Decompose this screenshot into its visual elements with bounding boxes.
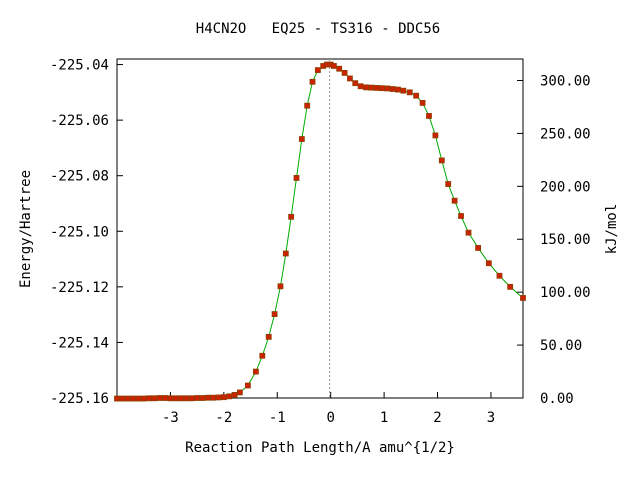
data-points bbox=[114, 61, 526, 402]
data-point bbox=[384, 85, 391, 92]
data-point bbox=[309, 78, 316, 85]
data-point bbox=[304, 102, 311, 109]
x-tick-label: 0 bbox=[326, 410, 334, 426]
data-point bbox=[363, 84, 369, 91]
data-point bbox=[199, 395, 206, 401]
y2-tick-label: 50.00 bbox=[540, 338, 582, 354]
y-tick-label: -225.04 bbox=[50, 58, 109, 74]
y-tick-label: -225.14 bbox=[50, 335, 109, 351]
y-tick-label: -225.12 bbox=[50, 280, 109, 296]
chart-title: H4CN2O EQ25 - TS316 - DDC56 bbox=[196, 21, 440, 37]
y-tick-label: -225.06 bbox=[50, 113, 109, 129]
y2-tick-label: 150.00 bbox=[540, 232, 591, 248]
y-tick-label: -225.16 bbox=[50, 391, 109, 407]
data-point bbox=[226, 393, 233, 400]
data-point bbox=[445, 181, 452, 187]
x-axis-label: Reaction Path Length/A amu^{1/2} bbox=[185, 440, 455, 456]
x-tick-label: -1 bbox=[269, 410, 286, 426]
y2-tick-label: 250.00 bbox=[540, 126, 591, 142]
data-point bbox=[451, 197, 458, 204]
data-point bbox=[178, 395, 185, 402]
data-point bbox=[119, 395, 126, 402]
data-point bbox=[135, 395, 142, 402]
data-point bbox=[379, 85, 385, 92]
data-point bbox=[130, 395, 136, 402]
data-point bbox=[252, 368, 259, 375]
x-tick-label: -3 bbox=[162, 410, 179, 426]
data-point bbox=[496, 272, 503, 279]
data-point bbox=[277, 283, 284, 290]
data-point bbox=[172, 395, 179, 402]
data-point bbox=[156, 395, 163, 401]
data-point bbox=[236, 389, 243, 396]
y2-tick-label: 200.00 bbox=[540, 179, 591, 195]
energy-curve-line bbox=[117, 64, 524, 400]
data-point bbox=[183, 395, 190, 402]
data-point bbox=[395, 86, 401, 93]
data-point bbox=[204, 394, 211, 401]
y-tick-label: -225.10 bbox=[50, 224, 109, 240]
data-point bbox=[485, 260, 492, 267]
x-tick-label: 2 bbox=[433, 410, 441, 426]
data-point bbox=[520, 295, 526, 301]
data-point bbox=[146, 395, 152, 402]
data-point bbox=[124, 395, 131, 402]
data-point bbox=[114, 395, 120, 402]
data-point bbox=[167, 395, 174, 402]
y2-tick-label: 100.00 bbox=[540, 285, 591, 301]
data-point bbox=[288, 213, 295, 220]
data-point bbox=[336, 65, 343, 72]
y2-tick-label: 300.00 bbox=[540, 73, 591, 89]
data-point bbox=[293, 175, 300, 181]
y-axis-label-right: kJ/mol bbox=[604, 204, 620, 255]
data-point bbox=[419, 100, 426, 106]
data-point bbox=[426, 113, 432, 119]
data-point bbox=[314, 67, 321, 74]
data-point bbox=[458, 213, 464, 219]
data-point bbox=[259, 352, 266, 359]
data-point bbox=[352, 80, 359, 87]
data-point bbox=[373, 85, 380, 91]
data-point bbox=[244, 382, 251, 389]
x-tick-label: -2 bbox=[215, 410, 232, 426]
data-point bbox=[210, 394, 217, 401]
data-point bbox=[215, 394, 222, 401]
data-point bbox=[400, 87, 407, 94]
data-point bbox=[220, 394, 227, 401]
data-point bbox=[282, 250, 289, 257]
y-axis-label-left: Energy/Hartree bbox=[18, 170, 34, 288]
data-point bbox=[389, 86, 396, 92]
data-point bbox=[298, 136, 305, 142]
data-point bbox=[406, 89, 413, 96]
data-point bbox=[438, 157, 445, 164]
data-point bbox=[475, 245, 482, 251]
data-point bbox=[151, 395, 158, 402]
data-point bbox=[140, 395, 147, 402]
data-point bbox=[188, 395, 195, 402]
data-point bbox=[162, 395, 168, 401]
data-point bbox=[507, 283, 514, 290]
data-point bbox=[432, 132, 439, 139]
data-point bbox=[341, 69, 348, 76]
data-point bbox=[231, 392, 238, 398]
plot-frame bbox=[116, 58, 524, 399]
data-point bbox=[271, 311, 278, 317]
data-point bbox=[368, 84, 375, 91]
y-tick-label: -225.08 bbox=[50, 169, 109, 185]
data-point bbox=[413, 92, 420, 99]
y2-tick-label: 0.00 bbox=[540, 391, 574, 407]
axes: -3 -2 -1 0 1 2 3 -225.04 -225.06 -225.08 -225.10 -2… bbox=[50, 58, 591, 426]
data-point bbox=[265, 333, 272, 340]
data-point bbox=[194, 395, 201, 401]
x-tick-label: 3 bbox=[487, 410, 495, 426]
x-tick-label: 1 bbox=[380, 410, 388, 426]
data-point bbox=[347, 75, 353, 82]
data-point bbox=[330, 63, 337, 69]
data-point bbox=[465, 229, 472, 236]
data-point bbox=[357, 83, 364, 90]
